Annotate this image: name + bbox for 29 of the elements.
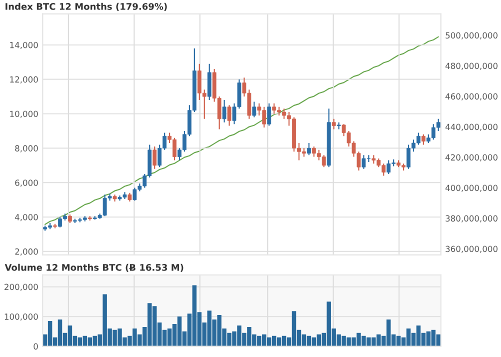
chart-title: Volume 12 Months BTC (Ƀ 16.53 M) xyxy=(4,264,184,272)
y-tick-label: 100,000 xyxy=(4,314,38,321)
candlestick xyxy=(422,134,426,146)
y-tick-label: 6,000 xyxy=(15,180,38,187)
y2-tick-label: 400,000,000 xyxy=(445,184,498,192)
y2-tick-label: 440,000,000 xyxy=(445,124,498,131)
y2-tick-label: 500,000,000 xyxy=(446,32,498,40)
y-tick-label: 0 xyxy=(34,343,38,350)
y2-tick-label: 420,000,000 xyxy=(445,154,498,162)
candlestick xyxy=(227,104,232,126)
y-tick-label: 2,000 xyxy=(15,248,38,256)
y-tick-label: 10,000 xyxy=(10,110,38,118)
y-tick-label: 14,000 xyxy=(10,42,38,50)
candlestick xyxy=(306,142,311,156)
line-series xyxy=(44,36,439,225)
y-tick-label: 4,000 xyxy=(14,214,38,222)
candlestick xyxy=(332,118,336,130)
y2-tick-label: 360,000,000 xyxy=(446,246,498,253)
candlestick xyxy=(152,146,157,170)
y-tick-label: 12,000 xyxy=(10,76,38,84)
candlestick xyxy=(222,99,226,123)
candlestick xyxy=(267,102,272,126)
y-tick-label: 200,000 xyxy=(4,284,38,291)
y2-tick-label: 460,000,000 xyxy=(445,93,498,100)
y-tick-label: 8,000 xyxy=(15,145,38,152)
y2-tick-label: 380,000,000 xyxy=(446,215,498,222)
y2-tick-label: 480,000,000 xyxy=(445,62,498,70)
candlestick xyxy=(252,101,256,118)
chart-title: Index BTC 12 Months (179.69%) xyxy=(6,2,167,11)
